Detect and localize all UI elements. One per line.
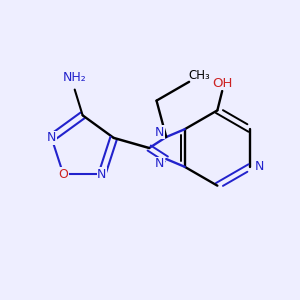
Text: N: N (154, 125, 164, 139)
Text: N: N (47, 131, 56, 144)
Text: O: O (58, 168, 68, 181)
Text: N: N (255, 160, 265, 173)
Text: NH₂: NH₂ (63, 71, 87, 84)
Text: N: N (154, 158, 164, 170)
Text: N: N (97, 168, 106, 181)
Text: CH₃: CH₃ (188, 69, 210, 82)
Text: OH: OH (212, 76, 232, 90)
